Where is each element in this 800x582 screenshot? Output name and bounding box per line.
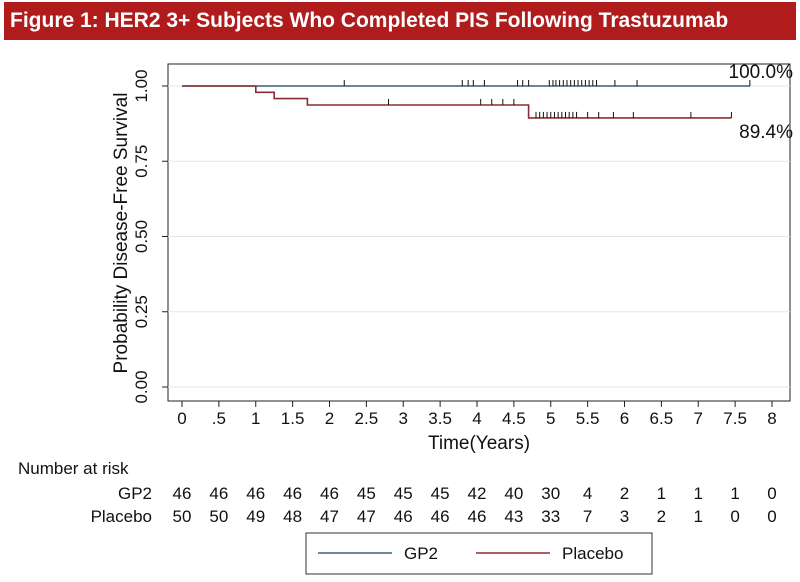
legend-label-gp2: GP2 bbox=[404, 544, 438, 563]
risk-value: 46 bbox=[246, 484, 265, 503]
risk-value: 45 bbox=[394, 484, 413, 503]
x-tick-label: 3.5 bbox=[428, 409, 452, 428]
figure-title: Figure 1: HER2 3+ Subjects Who Completed… bbox=[4, 2, 796, 40]
end-label-placebo: 89.4% bbox=[739, 122, 793, 143]
risk-value: 46 bbox=[283, 484, 302, 503]
risk-value: 33 bbox=[541, 507, 560, 526]
risk-value: 0 bbox=[767, 484, 776, 503]
x-axis-label: Time(Years) bbox=[428, 433, 530, 454]
x-tick-label: 4 bbox=[472, 409, 481, 428]
x-tick-label: 0 bbox=[177, 409, 186, 428]
x-tick-label: 2.5 bbox=[355, 409, 379, 428]
risk-value: 2 bbox=[620, 484, 629, 503]
risk-value: 7 bbox=[583, 507, 592, 526]
risk-value: 0 bbox=[730, 507, 739, 526]
y-tick-label: 1.00 bbox=[132, 69, 151, 102]
y-tick-label: 0.50 bbox=[132, 220, 151, 253]
risk-value: 45 bbox=[357, 484, 376, 503]
x-tick-label: .5 bbox=[212, 409, 226, 428]
risk-value: 1 bbox=[694, 484, 703, 503]
risk-value: 47 bbox=[320, 507, 339, 526]
risk-value: 48 bbox=[283, 507, 302, 526]
y-axis-label: Probability Disease-Free Survival bbox=[111, 93, 132, 374]
risk-value: 30 bbox=[541, 484, 560, 503]
x-tick-label: 1 bbox=[251, 409, 260, 428]
series-placebo-line bbox=[182, 85, 732, 119]
x-tick-label: 5 bbox=[546, 409, 555, 428]
risk-value: 1 bbox=[694, 507, 703, 526]
x-tick-label: 2 bbox=[325, 409, 334, 428]
x-tick-label: 1.5 bbox=[281, 409, 305, 428]
risk-value: 46 bbox=[468, 507, 487, 526]
risk-value: 1 bbox=[730, 484, 739, 503]
risk-value: 46 bbox=[431, 507, 450, 526]
x-tick-label: 7.5 bbox=[723, 409, 747, 428]
x-tick-label: 5.5 bbox=[576, 409, 600, 428]
risk-value: 43 bbox=[504, 507, 523, 526]
risk-value: 40 bbox=[504, 484, 523, 503]
risk-value: 46 bbox=[209, 484, 228, 503]
plot-frame bbox=[167, 63, 791, 402]
x-tick-label: 8 bbox=[767, 409, 776, 428]
risk-value: 47 bbox=[357, 507, 376, 526]
x-tick-label: 7 bbox=[694, 409, 703, 428]
y-tick-label: 0.75 bbox=[132, 145, 151, 178]
risk-row-label: GP2 bbox=[118, 484, 152, 503]
risk-value: 46 bbox=[173, 484, 192, 503]
risk-value: 46 bbox=[394, 507, 413, 526]
x-tick-label: 6.5 bbox=[650, 409, 674, 428]
risk-value: 49 bbox=[246, 507, 265, 526]
risk-table-header: Number at risk bbox=[18, 459, 129, 478]
risk-value: 3 bbox=[620, 507, 629, 526]
x-tick-label: 3 bbox=[399, 409, 408, 428]
risk-value: 45 bbox=[431, 484, 450, 503]
risk-value: 50 bbox=[209, 507, 228, 526]
x-tick-label: 4.5 bbox=[502, 409, 526, 428]
risk-value: 50 bbox=[173, 507, 192, 526]
x-tick-label: 6 bbox=[620, 409, 629, 428]
risk-value: 42 bbox=[468, 484, 487, 503]
legend-label-placebo: Placebo bbox=[562, 544, 623, 563]
risk-value: 0 bbox=[767, 507, 776, 526]
y-tick-label: 0.25 bbox=[132, 295, 151, 328]
risk-value: 1 bbox=[657, 484, 666, 503]
risk-value: 2 bbox=[657, 507, 666, 526]
risk-row-label: Placebo bbox=[91, 507, 152, 526]
end-label-gp2: 100.0% bbox=[729, 62, 794, 83]
risk-value: 4 bbox=[583, 484, 592, 503]
risk-value: 46 bbox=[320, 484, 339, 503]
y-tick-label: 0.00 bbox=[132, 370, 151, 403]
